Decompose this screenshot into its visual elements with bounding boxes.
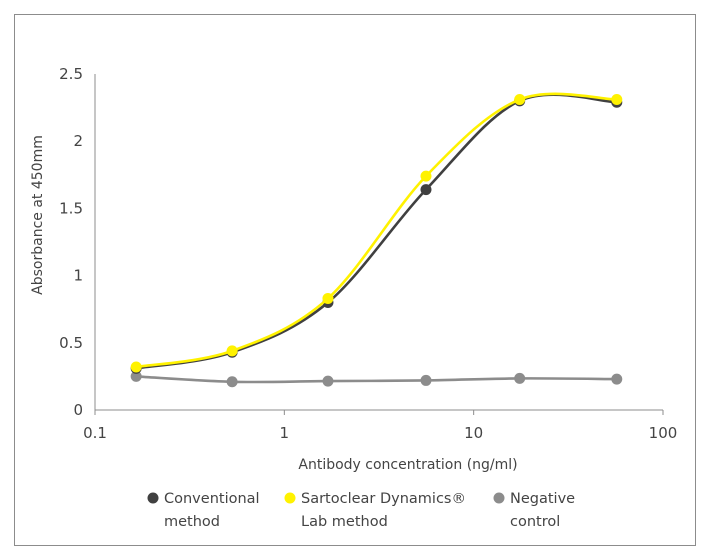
data-point-negative[interactable] [322,375,334,387]
series-layer [130,92,623,388]
x-tick-label: 100 [649,424,678,442]
y-tick-label: 1.5 [59,199,83,217]
data-point-sartoclear[interactable] [226,345,238,357]
series-line-negative [134,375,619,384]
y-tick-label: 2 [73,132,83,150]
data-point-sartoclear[interactable] [514,94,526,106]
series-line-sartoclear [134,92,619,369]
legend-label-sartoclear-line2: Lab method [301,514,388,530]
x-tick-labels: 0.1 1 10 100 [83,410,677,442]
legend-label-conventional-line1: Conventional [164,491,260,507]
data-point-sartoclear[interactable] [420,170,432,182]
legend: Conventional method Sartoclear Dynamics®… [147,491,576,530]
axes [94,74,663,411]
y-tick-labels: 0 0.5 1 1.5 2 2.5 [59,65,83,419]
data-point-conventional[interactable] [420,184,432,196]
x-axis-title: Antibody concentration (ng/ml) [298,457,517,473]
data-point-sartoclear[interactable] [611,94,623,106]
legend-item-sartoclear[interactable]: Sartoclear Dynamics® Lab method [284,491,467,530]
data-point-negative[interactable] [514,372,526,384]
legend-marker-sartoclear [284,492,296,504]
y-axis-title: Absorbance at 450mm [30,135,46,295]
legend-item-conventional[interactable]: Conventional method [147,491,260,530]
legend-label-sartoclear-line1: Sartoclear Dynamics® [301,491,466,507]
legend-marker-conventional [147,492,159,504]
series-negative [130,370,623,388]
y-tick-label: 0.5 [59,334,83,352]
legend-label-negative-line1: Negative [510,491,575,507]
chart-frame [14,14,696,546]
y-tick-label: 2.5 [59,65,83,83]
data-point-negative[interactable] [226,376,238,388]
data-point-sartoclear[interactable] [322,292,334,304]
series-line-conventional [134,93,619,370]
legend-marker-negative [493,492,505,504]
x-tick-label: 10 [464,424,483,442]
x-tick-label: 1 [280,424,290,442]
y-tick-label: 1 [73,267,83,285]
legend-label-conventional-line2: method [164,514,220,530]
y-tick-label: 0 [73,401,83,419]
legend-label-negative-line2: control [510,514,560,530]
data-point-negative[interactable] [420,374,432,386]
series-sartoclear [130,92,623,373]
data-point-sartoclear[interactable] [130,361,142,373]
data-point-negative[interactable] [130,370,142,382]
series-conventional [130,93,623,374]
x-tick-label: 0.1 [83,424,107,442]
data-point-negative[interactable] [611,373,623,385]
legend-item-negative[interactable]: Negative control [493,491,576,530]
